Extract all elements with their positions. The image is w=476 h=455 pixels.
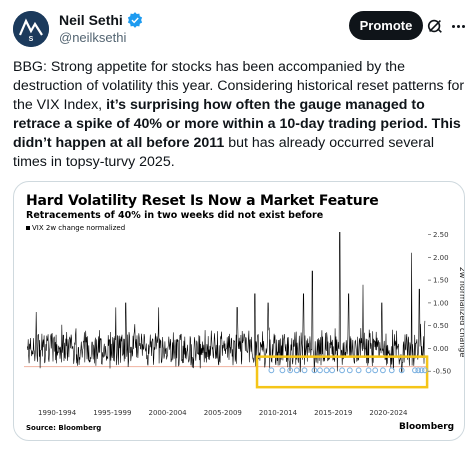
grok-icon[interactable] bbox=[426, 17, 444, 35]
reset-marker bbox=[418, 367, 425, 374]
reset-marker bbox=[346, 367, 353, 374]
legend-label: VIX 2w change normalized bbox=[32, 224, 126, 232]
chart-plot: 2.50 2.00 1.50 1.00 0.50 0.00 -0.50 2w normaliz… bbox=[24, 231, 465, 417]
avatar[interactable]: S bbox=[13, 11, 49, 47]
y-tick-label: 2.50 bbox=[433, 231, 449, 239]
reset-marker bbox=[339, 367, 345, 374]
author-name-row[interactable]: Neil Sethi bbox=[59, 12, 143, 28]
x-tick-label: 1995-1999 bbox=[93, 409, 131, 417]
x-tick-label: 2000-2004 bbox=[148, 409, 187, 417]
reset-marker bbox=[388, 367, 395, 374]
more-icon[interactable] bbox=[448, 17, 468, 35]
tweet-text-bold: it’s surprising how often the gauge mana… bbox=[13, 97, 461, 151]
y-tick-label: 1.00 bbox=[433, 299, 449, 307]
reset-marker bbox=[355, 367, 362, 374]
tweet-text-part-2: but has already occurred several times i… bbox=[13, 135, 435, 170]
reset-marker bbox=[329, 367, 336, 374]
reset-marker bbox=[365, 367, 372, 374]
chart-legend: VIX 2w change normalized bbox=[26, 224, 125, 232]
reset-marker bbox=[279, 367, 286, 374]
y-tick-label: 2.00 bbox=[433, 254, 449, 262]
author-handle[interactable]: @neilksethi bbox=[59, 30, 127, 45]
reset-marker bbox=[311, 367, 318, 374]
reset-marker bbox=[412, 367, 418, 374]
tweet-text: BBG: Strong appetite for stocks has been… bbox=[13, 58, 465, 172]
tweet-header: S Neil Sethi @neilksethi Promote bbox=[0, 0, 476, 52]
promote-button[interactable]: Promote bbox=[349, 11, 423, 40]
reset-marker bbox=[415, 367, 422, 374]
author-name[interactable]: Neil Sethi bbox=[59, 12, 123, 28]
x-tick-label: 2015-2019 bbox=[314, 409, 352, 417]
x-tick-label: 2020-2024 bbox=[369, 409, 408, 417]
x-tick-label: 1990-1994 bbox=[38, 409, 77, 417]
chart-source: Source: Bloomberg bbox=[26, 424, 102, 432]
reset-marker bbox=[293, 367, 300, 374]
svg-text:S: S bbox=[29, 36, 34, 43]
x-tick-label: 2005-2009 bbox=[204, 409, 242, 417]
y-tick-label: 0.50 bbox=[433, 322, 449, 330]
tweet-text-part-1: BBG: Strong appetite for stocks has been… bbox=[13, 59, 465, 113]
reset-marker bbox=[421, 367, 428, 374]
reset-marker bbox=[372, 367, 379, 374]
y-tick-label: 1.50 bbox=[433, 277, 449, 285]
chart-title: Hard Volatility Reset Is Now a Market Fe… bbox=[26, 193, 379, 209]
reset-marker bbox=[268, 367, 275, 374]
vix-series-line bbox=[27, 232, 426, 373]
s-logo-icon: S bbox=[13, 11, 49, 47]
chart-image[interactable]: Hard Volatility Reset Is Now a Market Fe… bbox=[13, 181, 465, 441]
legend-swatch bbox=[26, 226, 30, 230]
verified-badge-icon bbox=[127, 12, 142, 28]
chart-subtitle: Retracements of 40% in two weeks did not… bbox=[26, 210, 324, 221]
y-tick-label: 0.00 bbox=[433, 345, 449, 353]
y-axis-label: 2w normalized change bbox=[458, 267, 465, 358]
y-tick-label: -0.50 bbox=[433, 368, 451, 376]
reset-marker bbox=[287, 367, 294, 374]
reset-marker bbox=[398, 367, 405, 374]
reset-marker bbox=[323, 367, 330, 374]
x-tick-label: 2010-2014 bbox=[259, 409, 298, 417]
reset-marker bbox=[380, 367, 386, 374]
chart-brand: Bloomberg bbox=[399, 422, 455, 432]
reset-marker bbox=[317, 367, 323, 374]
reset-marker bbox=[301, 367, 308, 374]
